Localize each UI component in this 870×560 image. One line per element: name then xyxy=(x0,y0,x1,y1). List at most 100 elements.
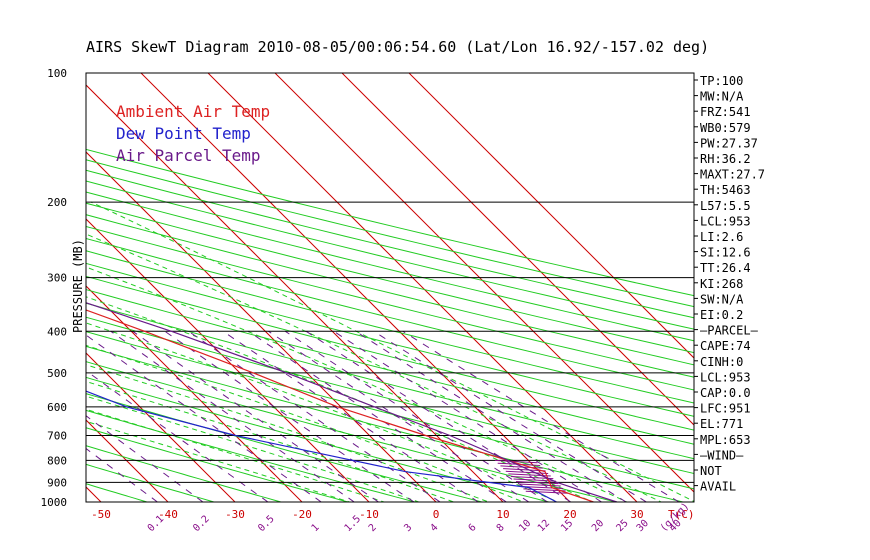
dry-adiabat-line xyxy=(86,148,694,297)
dry-adiabat-line xyxy=(86,191,694,342)
dry-adiabat-line xyxy=(86,169,694,319)
chart-legend: Ambient Air Temp Dew Point Temp Air Parcel… xyxy=(116,102,270,165)
isotherm-line xyxy=(86,352,236,502)
isotherm-line xyxy=(0,73,34,502)
dry-adiabat-line xyxy=(86,376,551,502)
dry-adiabat-line xyxy=(86,427,350,502)
mixing-ratio-line xyxy=(285,330,548,502)
mixing-ratio-line xyxy=(86,415,204,502)
bottom-temp-tick-label: 20 xyxy=(563,508,576,521)
stability-index: RH:36.2 xyxy=(700,152,751,166)
stability-index: SI:12.6 xyxy=(700,246,751,260)
stability-index: TP:100 xyxy=(700,74,743,88)
stability-index: NOT xyxy=(700,464,722,478)
stability-index: MW:N/A xyxy=(700,90,744,104)
mixing-ratio-label: 0.5 xyxy=(256,514,277,535)
dry-adiabat-line xyxy=(86,345,686,502)
grid-lines xyxy=(0,73,694,502)
mixing-ratio-line xyxy=(248,330,507,502)
bottom-temp-tick-label: -40 xyxy=(158,508,178,521)
isotherm-line xyxy=(207,73,638,502)
stability-index: —PARCEL— xyxy=(700,324,759,338)
mixing-ratio-label: 8 xyxy=(495,522,507,534)
dry-adiabat-line xyxy=(86,214,694,366)
stability-index: LI:2.6 xyxy=(700,230,743,244)
pressure-tick-label: 600 xyxy=(47,401,67,414)
y-axis-label: PRESSURE (MB) xyxy=(71,239,85,333)
mixing-ratio-label: 2 xyxy=(367,522,379,534)
dry-adiabat-line xyxy=(86,237,694,391)
moist-adiabat-line xyxy=(86,322,560,502)
cape-hatch-mark xyxy=(510,475,554,480)
bottom-temp-tick-label: 0 xyxy=(433,508,440,521)
cape-hatch-mark xyxy=(494,459,538,464)
moist-adiabat-line xyxy=(86,420,352,502)
bottom-temp-tick-label: -30 xyxy=(225,508,245,521)
mixing-ratio-label: 0.2 xyxy=(191,514,212,535)
dry-adiabat-line xyxy=(86,250,694,404)
stability-index: —WIND— xyxy=(700,448,744,462)
x-unit-label: T(C) xyxy=(668,508,695,521)
stability-index: KI:268 xyxy=(700,277,743,291)
mixing-ratio-label: 10 xyxy=(517,518,533,534)
cape-hatch-mark xyxy=(518,483,561,487)
stability-index: FRZ:541 xyxy=(700,105,751,119)
dry-adiabat-line xyxy=(86,302,694,460)
isotherm-line xyxy=(140,73,571,502)
mixing-ratio-label: 25 xyxy=(614,518,630,534)
legend-entry: Ambient Air Temp xyxy=(116,102,270,121)
dry-adiabat-line xyxy=(86,445,283,502)
mixing-ratio-label: 3 xyxy=(402,522,414,534)
cape-hatch-mark xyxy=(516,481,559,485)
pressure-tick-label: 100 xyxy=(47,67,67,80)
legend-entry: Dew Point Temp xyxy=(116,124,251,143)
plot-frame xyxy=(85,72,695,503)
pressure-tick-label: 1000 xyxy=(41,496,68,509)
pressure-tick-label: 500 xyxy=(47,367,67,380)
stability-index: L57:5.5 xyxy=(700,199,751,213)
bottom-temp-tick-label: -20 xyxy=(292,508,312,521)
stability-index: PW:27.37 xyxy=(700,136,758,150)
dry-adiabat-line xyxy=(86,202,694,354)
pressure-tick-label: 800 xyxy=(47,454,67,467)
dry-adiabat-line xyxy=(86,180,694,330)
stability-index: SW:N/A xyxy=(700,292,744,306)
moist-adiabat-line xyxy=(86,364,490,502)
stability-index: EI:0.2 xyxy=(700,308,743,322)
axis-ticks: 1002003004005006007008009001000-120-110-… xyxy=(41,67,684,535)
cape-hatch-mark xyxy=(508,473,551,477)
data-series xyxy=(86,302,618,502)
dry-adiabat-line xyxy=(86,393,484,502)
stability-index: LFC:951 xyxy=(700,402,751,416)
dry-adiabat-line xyxy=(86,225,694,378)
mixing-ratio-label: 6 xyxy=(467,522,479,534)
dry-adiabat-line xyxy=(86,262,694,417)
stability-index: MAXT:27.7 xyxy=(700,168,765,182)
isotherm-line xyxy=(86,84,504,502)
stability-index: CINH:0 xyxy=(700,355,743,369)
mixing-ratio-line xyxy=(86,447,158,502)
isotherm-line xyxy=(408,73,694,359)
dry-adiabat-line xyxy=(86,289,694,445)
stability-index: AVAIL xyxy=(700,480,736,494)
bottom-temp-tick-label: -50 xyxy=(91,508,111,521)
dry-adiabat-line xyxy=(86,331,694,490)
stability-index: LCL:953 xyxy=(700,370,751,384)
isotherm-line xyxy=(274,73,694,493)
bottom-temp-tick-label: 30 xyxy=(630,508,643,521)
stability-index: TH:5463 xyxy=(700,183,751,197)
dry-adiabat-line xyxy=(86,409,417,502)
moist-adiabat-line xyxy=(86,395,421,502)
mixing-ratio-label: 20 xyxy=(590,518,606,534)
mixing-ratio-label: 12 xyxy=(536,518,552,534)
stability-index: CAP:0.0 xyxy=(700,386,751,400)
pressure-tick-label: 300 xyxy=(47,272,67,285)
pressure-tick-label: 400 xyxy=(47,325,67,338)
series-dew-point-templine xyxy=(86,390,557,502)
dry-adiabat-line xyxy=(86,159,694,308)
stability-index: MPL:653 xyxy=(700,433,751,447)
cape-hatch-mark xyxy=(520,485,564,489)
isotherm-line xyxy=(86,285,303,502)
